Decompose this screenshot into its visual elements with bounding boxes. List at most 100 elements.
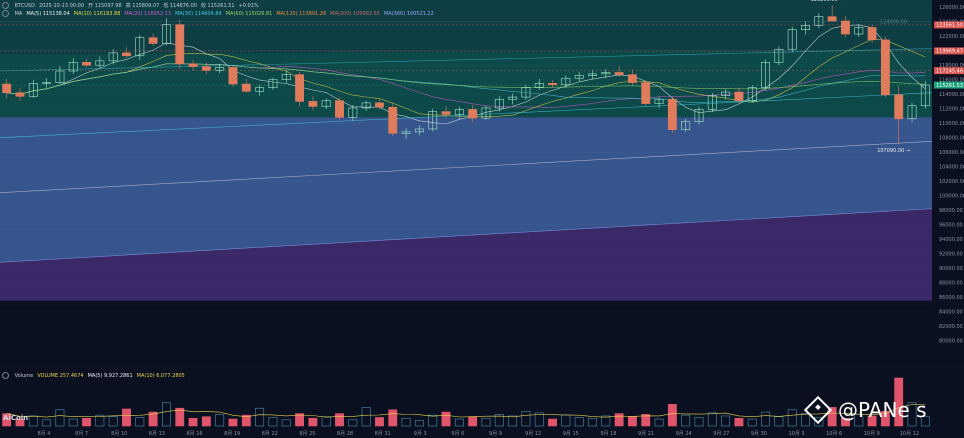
volume-bar (774, 416, 784, 427)
y-tick-label: 110000.00 (939, 121, 964, 127)
volume-ma-line (6, 404, 926, 418)
ma-legend-item: MA(360) 100521.22 (383, 11, 434, 17)
candle-body (135, 37, 145, 57)
candle-body (82, 62, 91, 66)
volume-bar (667, 404, 677, 427)
volume-bar (454, 418, 464, 427)
brand-logo-top-left: AiCoin (3, 414, 28, 422)
x-tick-label: 9月 24 (676, 431, 692, 437)
price-level-badge (934, 81, 964, 89)
ma-legend-item: MA(5) 115138.04 (26, 11, 70, 17)
volume-bar (82, 417, 91, 427)
diamond-logo-icon (803, 395, 833, 425)
volume-bar (574, 417, 584, 427)
candle-body (801, 25, 810, 31)
candle-body (268, 79, 278, 88)
candle-body (588, 73, 597, 76)
symbol-field: BTCUSD (14, 3, 35, 9)
volume-bar (721, 415, 731, 427)
volume-bar (468, 416, 478, 427)
candle-body (241, 83, 251, 92)
volume-bar (375, 417, 384, 427)
candle-body (920, 84, 930, 107)
x-tick-label: 8月 25 (299, 431, 315, 437)
volume-bar (42, 419, 52, 427)
candle-body (628, 74, 637, 83)
volume-bar (494, 414, 504, 427)
price-level-label: 124000.00 (880, 20, 907, 26)
symbol-field: 高 115809.07 (125, 3, 160, 9)
candle-body (401, 131, 411, 134)
volume-bar (95, 414, 105, 427)
volume-bar (295, 413, 304, 427)
candle-body (175, 24, 185, 65)
volume-bar (348, 419, 358, 427)
volume-bar (201, 416, 211, 427)
price-level-label: 119969.47 (936, 49, 963, 55)
candle-body (521, 87, 531, 98)
y-tick-label: 126000.00 (939, 5, 964, 11)
ma-line-200 (0, 140, 933, 194)
symbol-line: BTCUSD 2025-10-13 00:00 开 115097.98 高 11580… (15, 3, 263, 9)
volume-legend-item: MA(10) 6,077.2805 (136, 373, 185, 379)
ma-legend-item: MA (14, 11, 23, 17)
volume-bar (707, 412, 717, 427)
candle-body (255, 87, 265, 92)
volume-info-row: Volume VOLUME 257.4674 MA(5) 9,927.2861 MA(… (2, 372, 193, 379)
symbol-field: 低 114876.00 (163, 3, 197, 9)
volume-bar (108, 416, 118, 427)
candle-body (854, 27, 864, 35)
symbol-info-row: BTCUSD 2025-10-13 00:00 开 115097.98 高 11580… (2, 2, 267, 9)
candle-body (55, 70, 65, 83)
candle-body (162, 24, 171, 44)
volume-bar (68, 418, 78, 427)
price-level-label: 117245.46 (936, 68, 963, 74)
eye-icon[interactable] (2, 10, 9, 17)
candle-body (388, 106, 398, 134)
candle-body (614, 72, 624, 75)
candle-body (641, 82, 651, 104)
y-tick-label: 96000.00 (939, 222, 963, 228)
volume-bar (281, 419, 291, 427)
volume-bar (628, 416, 637, 427)
x-tick-label: 8月 4 (38, 431, 51, 437)
settings-icon[interactable] (2, 2, 9, 9)
volume-bar (827, 407, 837, 427)
symbol-field: 2025-10-13 00:00 (38, 3, 85, 9)
volume-bar (335, 413, 344, 427)
candle-body (508, 96, 518, 100)
volume-bar (787, 409, 797, 427)
x-tick-label: 10月 12 (900, 431, 919, 437)
x-tick-label: 8月 31 (375, 431, 391, 437)
volume-bar (255, 407, 265, 427)
candle-body (481, 107, 491, 119)
brand-text: AiCoin (3, 414, 29, 422)
volume-bar (15, 418, 25, 427)
candle-body (841, 20, 850, 35)
candle-body (28, 83, 38, 97)
candle-body (468, 109, 478, 119)
candle-body (335, 100, 344, 118)
volume-bar (441, 411, 451, 427)
eye-icon[interactable] (2, 372, 9, 379)
candle-body (681, 121, 691, 130)
volume-bar (401, 417, 411, 427)
x-tick-label: 9月 12 (525, 431, 541, 437)
candle-body (188, 63, 198, 67)
candle-body (441, 111, 451, 115)
y-tick-label: 94000.00 (939, 237, 963, 243)
ma-legend-item: MA(60) 115026.81 (225, 11, 273, 17)
candle-body (827, 16, 837, 22)
volume-bar (681, 414, 691, 427)
volume-bar (801, 413, 810, 427)
y-tick-label: 88000.00 (939, 280, 963, 286)
ma-legend-item: MA(120) 113891.28 (276, 11, 327, 17)
candle-body (774, 48, 784, 63)
x-tick-label: 9月 18 (600, 431, 616, 437)
x-tick-label: 8月 19 (224, 431, 240, 437)
band-purple (0, 208, 932, 301)
candle-body (148, 37, 158, 44)
volume-bar (747, 418, 757, 427)
